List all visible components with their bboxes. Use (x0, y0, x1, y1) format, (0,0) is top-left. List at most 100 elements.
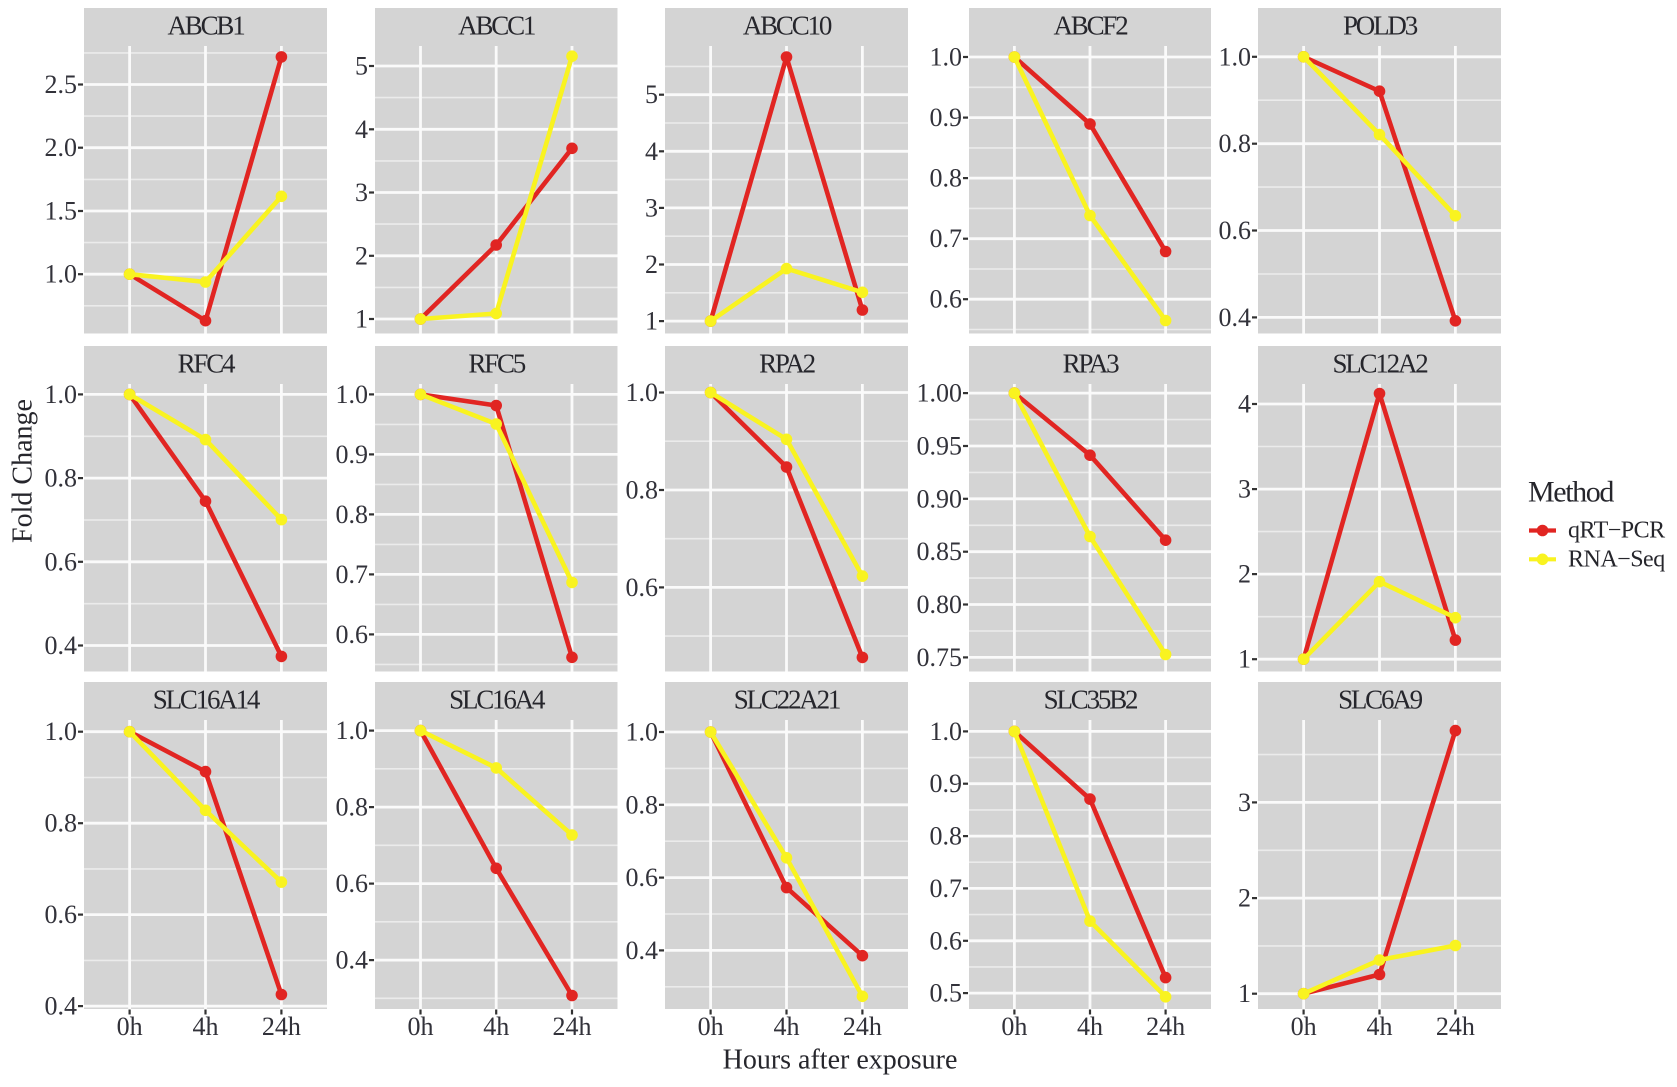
svg-text:0.4: 0.4 (626, 936, 659, 965)
svg-text:0.8: 0.8 (1219, 129, 1252, 158)
svg-text:24h: 24h (1436, 1012, 1475, 1041)
svg-text:5: 5 (355, 52, 368, 81)
svg-text:qRT−PCR: qRT−PCR (1568, 518, 1665, 544)
svg-text:2: 2 (645, 250, 658, 279)
svg-text:SLC12A2: SLC12A2 (1332, 348, 1428, 378)
svg-text:3: 3 (355, 178, 368, 207)
svg-text:4h: 4h (1367, 1012, 1393, 1041)
svg-text:SLC16A4: SLC16A4 (449, 684, 546, 714)
svg-text:4: 4 (1238, 390, 1251, 419)
svg-text:1.0: 1.0 (45, 380, 78, 409)
svg-text:1.0: 1.0 (45, 717, 78, 746)
svg-text:0.6: 0.6 (930, 285, 963, 314)
svg-text:2: 2 (355, 241, 368, 270)
svg-text:0.4: 0.4 (45, 992, 78, 1021)
svg-text:4h: 4h (483, 1012, 509, 1041)
svg-text:24h: 24h (553, 1012, 592, 1041)
svg-text:2: 2 (1238, 560, 1251, 589)
svg-text:1.0: 1.0 (45, 260, 78, 289)
svg-text:1.0: 1.0 (336, 716, 369, 745)
svg-text:0.4: 0.4 (1219, 303, 1252, 332)
svg-text:ABCC1: ABCC1 (458, 10, 535, 40)
svg-text:1.5: 1.5 (45, 197, 78, 226)
svg-text:0.6: 0.6 (45, 547, 78, 576)
svg-text:3: 3 (645, 193, 658, 222)
svg-text:0.8: 0.8 (930, 164, 963, 193)
svg-text:ABCB1: ABCB1 (167, 10, 244, 40)
svg-text:ABCC10: ABCC10 (743, 10, 832, 40)
svg-text:1.0: 1.0 (930, 717, 963, 746)
svg-text:ABCF2: ABCF2 (1053, 10, 1128, 40)
svg-text:0.4: 0.4 (336, 946, 369, 975)
svg-text:RFC5: RFC5 (468, 348, 525, 378)
svg-text:0.6: 0.6 (336, 869, 369, 898)
svg-text:1.0: 1.0 (336, 380, 369, 409)
svg-text:0.8: 0.8 (336, 500, 369, 529)
svg-text:2.0: 2.0 (45, 133, 78, 162)
svg-text:SLC16A14: SLC16A14 (153, 684, 261, 714)
svg-text:0.8: 0.8 (45, 464, 78, 493)
svg-text:0.95: 0.95 (917, 432, 963, 461)
svg-text:24h: 24h (843, 1012, 882, 1041)
svg-text:1: 1 (355, 305, 368, 334)
svg-text:5: 5 (645, 80, 658, 109)
svg-text:0.6: 0.6 (1219, 216, 1252, 245)
svg-text:RFC4: RFC4 (178, 348, 236, 378)
svg-text:Hours after exposure: Hours after exposure (723, 1045, 958, 1076)
svg-text:0h: 0h (698, 1012, 724, 1041)
svg-text:0.6: 0.6 (336, 620, 369, 649)
svg-text:0.85: 0.85 (917, 537, 963, 566)
svg-text:0.6: 0.6 (45, 900, 78, 929)
svg-text:0.8: 0.8 (626, 790, 659, 819)
svg-text:1: 1 (1238, 645, 1251, 674)
svg-text:0.7: 0.7 (336, 560, 369, 589)
svg-text:4h: 4h (774, 1012, 800, 1041)
svg-text:RNA−Seq: RNA−Seq (1568, 546, 1665, 572)
svg-text:0.6: 0.6 (626, 573, 659, 602)
svg-text:0.8: 0.8 (626, 476, 659, 505)
svg-text:0h: 0h (408, 1012, 434, 1041)
svg-text:1: 1 (645, 307, 658, 336)
svg-text:4h: 4h (193, 1012, 219, 1041)
svg-text:0.90: 0.90 (917, 484, 963, 513)
svg-text:0.6: 0.6 (626, 863, 659, 892)
svg-text:1.0: 1.0 (930, 43, 963, 72)
svg-text:1.0: 1.0 (626, 378, 659, 407)
svg-text:0h: 0h (117, 1012, 143, 1041)
svg-text:POLD3: POLD3 (1343, 10, 1418, 40)
svg-text:0.9: 0.9 (930, 769, 963, 798)
svg-text:SLC35B2: SLC35B2 (1044, 684, 1138, 714)
svg-text:0h: 0h (1001, 1012, 1027, 1041)
svg-text:2: 2 (1238, 884, 1251, 913)
svg-text:Fold Change: Fold Change (8, 399, 39, 543)
svg-text:RPA3: RPA3 (1063, 348, 1119, 378)
svg-text:0.8: 0.8 (930, 822, 963, 851)
svg-text:0.7: 0.7 (930, 874, 963, 903)
svg-text:4h: 4h (1077, 1012, 1103, 1041)
svg-text:1.0: 1.0 (1219, 42, 1252, 71)
svg-text:0.6: 0.6 (930, 926, 963, 955)
svg-text:3: 3 (1238, 788, 1251, 817)
svg-text:0.8: 0.8 (336, 793, 369, 822)
svg-text:1: 1 (1238, 979, 1251, 1008)
svg-text:0.4: 0.4 (45, 631, 78, 660)
svg-text:0.8: 0.8 (45, 809, 78, 838)
svg-text:24h: 24h (1146, 1012, 1185, 1041)
svg-text:0.9: 0.9 (336, 440, 369, 469)
svg-text:Method: Method (1528, 476, 1614, 509)
svg-text:RPA2: RPA2 (759, 348, 815, 378)
svg-text:0.80: 0.80 (917, 590, 963, 619)
svg-text:SLC22A21: SLC22A21 (734, 684, 840, 714)
svg-text:0.5: 0.5 (930, 979, 963, 1008)
svg-text:1.0: 1.0 (626, 718, 659, 747)
svg-text:0.9: 0.9 (930, 103, 963, 132)
svg-text:4: 4 (645, 137, 658, 166)
svg-text:24h: 24h (262, 1012, 301, 1041)
svg-text:0.75: 0.75 (917, 643, 963, 672)
svg-text:4: 4 (355, 115, 368, 144)
svg-text:0.7: 0.7 (930, 224, 963, 253)
svg-text:3: 3 (1238, 475, 1251, 504)
svg-text:0h: 0h (1291, 1012, 1317, 1041)
svg-text:SLC6A9: SLC6A9 (1338, 684, 1423, 714)
svg-text:2.5: 2.5 (45, 70, 78, 99)
